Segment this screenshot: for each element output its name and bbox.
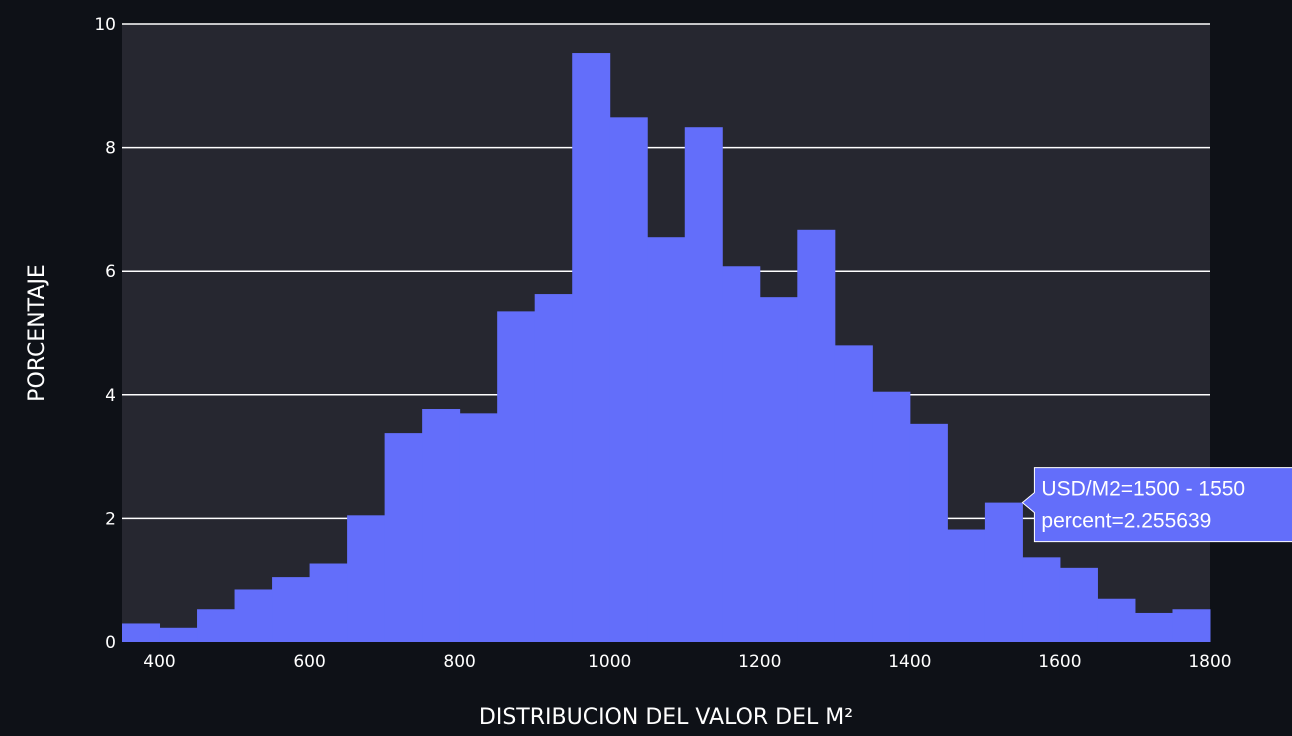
- histogram-bar[interactable]: [647, 237, 686, 642]
- y-axis-title: PORCENTAJE: [25, 264, 50, 402]
- x-tick-label: 1600: [1038, 652, 1081, 672]
- x-tick-label: 1000: [588, 652, 631, 672]
- y-tick-label: 4: [105, 386, 116, 406]
- histogram-bar[interactable]: [384, 433, 423, 642]
- x-tick-label: 1400: [888, 652, 931, 672]
- histogram-bar[interactable]: [909, 423, 948, 642]
- histogram-bar[interactable]: [459, 413, 498, 642]
- histogram-bar[interactable]: [722, 266, 761, 642]
- x-axis-ticks: 400 600 800 1000 1200 1400 1600 1800: [143, 652, 1231, 672]
- histogram-bar[interactable]: [272, 577, 311, 642]
- histogram-bar[interactable]: [122, 623, 161, 642]
- hover-tooltip: USD/M2=1500 - 1550 percent=2.255639: [1021, 467, 1292, 543]
- tooltip-box: [1021, 467, 1292, 543]
- x-tick-label: 600: [293, 652, 325, 672]
- histogram-bar[interactable]: [1097, 598, 1136, 642]
- y-tick-label: 0: [105, 633, 116, 653]
- y-tick-label: 10: [94, 15, 116, 35]
- bars: [122, 53, 1211, 643]
- histogram-bar[interactable]: [797, 229, 836, 642]
- x-tick-label: 400: [143, 652, 175, 672]
- histogram-bar[interactable]: [234, 589, 273, 642]
- histogram-bar[interactable]: [834, 345, 873, 642]
- histogram-bar[interactable]: [497, 311, 536, 642]
- histogram-bar[interactable]: [872, 391, 911, 642]
- x-tick-label: 1800: [1188, 652, 1231, 672]
- histogram-bar[interactable]: [1022, 557, 1061, 642]
- histogram-bar[interactable]: [309, 563, 348, 642]
- histogram-bar[interactable]: [1134, 612, 1173, 642]
- histogram-bar[interactable]: [159, 627, 198, 642]
- x-axis-title: DISTRIBUCION DEL VALOR DEL M²: [479, 705, 853, 730]
- histogram-bar[interactable]: [1059, 567, 1098, 642]
- x-tick-label: 1200: [738, 652, 781, 672]
- x-tick-label: 800: [443, 652, 475, 672]
- histogram-bar[interactable]: [609, 117, 648, 643]
- histogram-bar[interactable]: [197, 609, 236, 642]
- histogram-bar[interactable]: [984, 502, 1023, 642]
- histogram-bar[interactable]: [1172, 609, 1211, 642]
- histogram-bar[interactable]: [572, 53, 611, 642]
- histogram-bar[interactable]: [422, 409, 461, 642]
- histogram-bar[interactable]: [534, 294, 573, 642]
- y-tick-label: 6: [105, 262, 116, 282]
- y-axis-ticks: 0 2 4 6 8 10: [94, 15, 116, 653]
- histogram-bar[interactable]: [759, 297, 798, 642]
- y-tick-label: 8: [105, 139, 116, 159]
- tooltip-percent: percent=2.255639: [1041, 510, 1211, 533]
- histogram-bar[interactable]: [347, 515, 386, 642]
- histogram-bar[interactable]: [684, 127, 723, 643]
- y-tick-label: 2: [105, 509, 116, 529]
- tooltip-range: USD/M2=1500 - 1550: [1041, 478, 1245, 501]
- histogram-bar[interactable]: [947, 529, 986, 642]
